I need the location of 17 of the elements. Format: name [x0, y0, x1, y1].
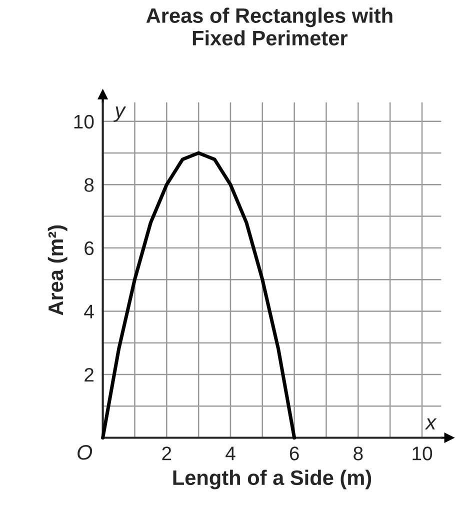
- x-tick-label: 6: [290, 446, 299, 460]
- text: O: [78, 445, 92, 460]
- line-series: [101, 151, 296, 440]
- x-tick-label: 4: [226, 446, 236, 460]
- x-tick-label: 8: [354, 446, 363, 460]
- y-tick-label: 6: [84, 241, 94, 256]
- chart-title: Areas of Rectangles with Fixed Perimeter: [146, 8, 392, 46]
- y-tick-label: 2: [84, 368, 94, 382]
- y-tick-label: 8: [84, 178, 94, 192]
- y-tick-label: 4: [84, 304, 94, 318]
- annotation: x: [424, 418, 437, 430]
- y-tick-label: 10: [74, 114, 94, 129]
- x-tick-label: 2: [162, 446, 172, 460]
- x-axis-title: Length of a Side (m): [173, 470, 372, 490]
- x-tick-label: 10: [412, 446, 432, 460]
- annotation: y: [113, 106, 126, 122]
- y-axis-title: Area (m²): [48, 225, 68, 316]
